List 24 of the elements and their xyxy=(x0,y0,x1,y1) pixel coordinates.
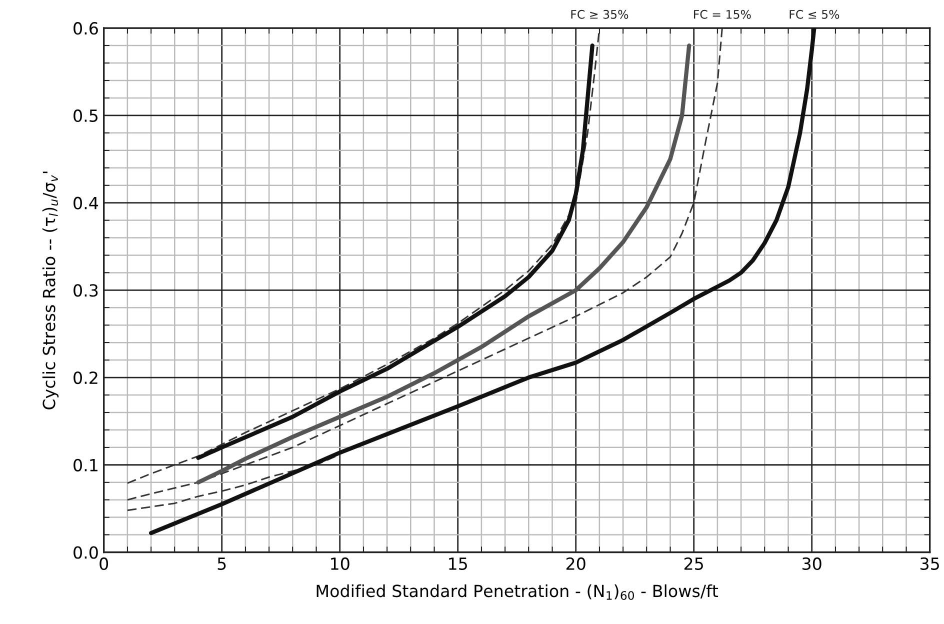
x-tick-label: 20 xyxy=(566,557,586,570)
line-series xyxy=(126,28,723,501)
x-tick-label: 25 xyxy=(684,557,703,570)
y-tick-label: 0.3 xyxy=(74,284,98,297)
y-axis-title: Cyclic Stress Ratio -- (τ$_{l}$)$_{u}$/σ$_{v}$' xyxy=(42,172,59,410)
line-series xyxy=(148,28,816,536)
y-tick-label: 0.0 xyxy=(74,546,98,559)
x-tick-label: 10 xyxy=(331,557,350,570)
line-series xyxy=(196,43,594,460)
y-tick-label: 0.6 xyxy=(74,22,98,35)
x-tick-label: 35 xyxy=(920,557,939,570)
x-axis-title: Modified Standard Penetration - (N$_{1}$)$_{60}$ - Blows/ft xyxy=(316,584,718,600)
annotation: FC = 15% xyxy=(694,10,751,19)
annotation: FC ≤ 5% xyxy=(790,10,840,19)
x-tick-label: 5 xyxy=(218,558,226,570)
y-tick-label: 0.1 xyxy=(74,458,98,472)
y-tick-label: 0.4 xyxy=(74,196,98,210)
x-tick-label: 30 xyxy=(802,557,822,570)
x-tick-label: 0 xyxy=(100,557,108,570)
line-series xyxy=(196,43,692,484)
annotation: FC ≥ 35% xyxy=(571,10,628,19)
y-tick-label: 0.5 xyxy=(74,109,98,122)
x-tick-label: 15 xyxy=(449,558,467,570)
y-tick-label: 0.2 xyxy=(74,371,98,384)
